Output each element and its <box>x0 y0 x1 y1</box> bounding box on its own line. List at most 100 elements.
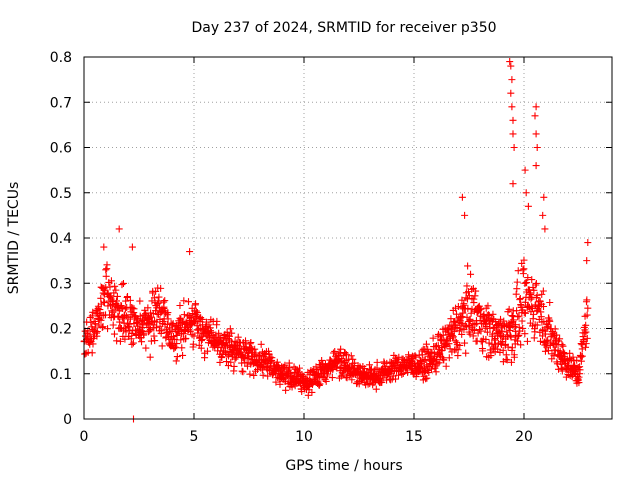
data-point <box>514 267 522 275</box>
data-point <box>239 368 247 376</box>
data-point <box>89 308 97 316</box>
data-point <box>147 313 155 321</box>
data-point <box>456 341 464 349</box>
data-point <box>436 332 444 340</box>
data-point <box>169 332 177 340</box>
data-point <box>507 89 515 97</box>
data-point <box>198 335 206 343</box>
data-point <box>418 351 426 359</box>
data-point <box>164 315 172 323</box>
data-point <box>318 356 326 364</box>
data-point <box>129 339 137 347</box>
data-point <box>179 317 187 325</box>
data-point <box>490 336 498 344</box>
data-point <box>102 272 110 280</box>
data-point <box>487 349 495 357</box>
data-point <box>373 358 381 366</box>
data-point <box>578 345 586 353</box>
data-point <box>122 312 130 320</box>
data-point <box>316 380 324 388</box>
data-point <box>173 353 181 361</box>
data-point <box>185 326 193 334</box>
data-point <box>502 351 510 359</box>
data-point <box>109 321 117 329</box>
data-point <box>150 332 158 340</box>
y-axis-label: SRMTID / TECUs <box>6 182 22 295</box>
data-point <box>541 347 549 355</box>
data-point <box>361 365 369 373</box>
data-point <box>378 378 386 386</box>
data-point <box>570 357 578 365</box>
data-point <box>482 335 490 343</box>
data-point <box>508 103 516 111</box>
y-tick-label: 0.1 <box>50 367 72 383</box>
data-point <box>526 289 534 297</box>
data-point <box>475 325 483 333</box>
data-point <box>128 243 136 251</box>
data-point <box>157 284 165 292</box>
data-point <box>304 391 312 399</box>
data-point <box>81 350 89 358</box>
data-point <box>107 277 115 285</box>
data-point <box>582 343 590 351</box>
data-point <box>187 327 195 335</box>
data-point <box>321 360 329 368</box>
data-point <box>520 309 528 317</box>
data-point <box>106 283 114 291</box>
data-point <box>171 343 179 351</box>
data-point <box>213 317 221 325</box>
data-point <box>583 311 591 319</box>
data-point <box>102 266 110 274</box>
data-point <box>286 364 294 372</box>
data-point <box>532 103 540 111</box>
data-point <box>250 371 258 379</box>
data-point <box>499 346 507 354</box>
data-point <box>110 330 118 338</box>
data-point <box>438 346 446 354</box>
x-tick-label: 20 <box>515 429 533 445</box>
data-point <box>116 337 124 345</box>
data-point <box>512 321 520 329</box>
data-point <box>532 279 540 287</box>
data-point <box>124 292 132 300</box>
data-point <box>521 279 529 287</box>
data-point <box>125 320 133 328</box>
data-point <box>508 312 516 320</box>
data-point <box>207 327 215 335</box>
data-point <box>531 112 539 120</box>
data-point <box>266 353 274 361</box>
data-point <box>86 330 94 338</box>
data-point <box>464 304 472 312</box>
data-point <box>461 339 469 347</box>
data-point <box>522 189 530 197</box>
data-point <box>116 318 124 326</box>
data-point <box>573 356 581 364</box>
data-point <box>100 243 108 251</box>
data-point <box>139 323 147 331</box>
data-point <box>103 261 111 269</box>
data-point <box>553 331 561 339</box>
data-point <box>111 282 119 290</box>
data-point <box>508 344 516 352</box>
data-point <box>582 340 590 348</box>
data-point <box>517 341 525 349</box>
data-point <box>238 367 246 375</box>
data-point <box>569 353 577 361</box>
data-point <box>158 326 166 334</box>
data-point <box>445 340 453 348</box>
data-point <box>520 256 528 264</box>
data-point <box>100 284 108 292</box>
data-point <box>366 380 374 388</box>
data-point <box>483 328 491 336</box>
data-point <box>234 333 242 341</box>
data-point <box>127 335 135 343</box>
data-point <box>463 282 471 290</box>
data-point <box>583 334 591 342</box>
data-point <box>262 356 270 364</box>
data-point <box>541 225 549 233</box>
data-point <box>171 335 179 343</box>
data-point <box>273 358 281 366</box>
data-point <box>88 349 96 357</box>
data-point <box>512 290 520 298</box>
data-point <box>420 356 428 364</box>
